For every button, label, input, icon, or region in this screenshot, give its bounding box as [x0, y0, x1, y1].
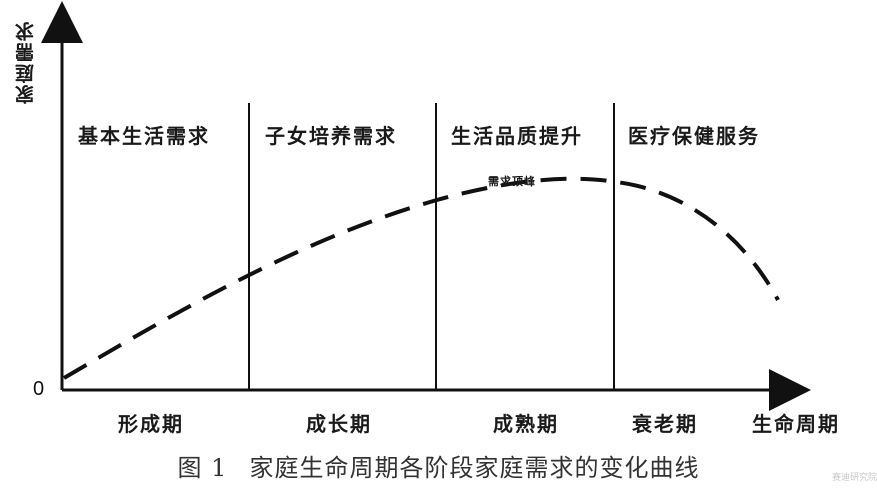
stage-1-period: 形成期: [118, 412, 184, 436]
stage-4-need: 医疗保健服务: [628, 124, 760, 148]
stage-3-period: 成熟期: [493, 412, 559, 436]
stage-4-period: 衰老期: [632, 412, 698, 436]
peak-annotation: 需求顶峰: [488, 175, 536, 188]
y-axis-label: 家庭需求: [15, 20, 37, 104]
figure-caption: 图 1 家庭生命周期各阶段家庭需求的变化曲线: [0, 448, 877, 483]
watermark-logo: 赛迪研究院: [832, 472, 877, 482]
demand-curve: [62, 176, 780, 380]
figure-number: 图 1: [177, 454, 228, 482]
stage-1-need: 基本生活需求: [78, 124, 210, 148]
x-axis-end-label: 生命周期: [752, 412, 840, 436]
stage-2-period: 成长期: [306, 412, 372, 436]
stage-2-need: 子女培养需求: [265, 124, 397, 148]
origin-label: 0: [33, 378, 45, 400]
figure-title: 家庭生命周期各阶段家庭需求的变化曲线: [249, 454, 700, 482]
stage-3-need: 生活品质提升: [451, 124, 583, 148]
